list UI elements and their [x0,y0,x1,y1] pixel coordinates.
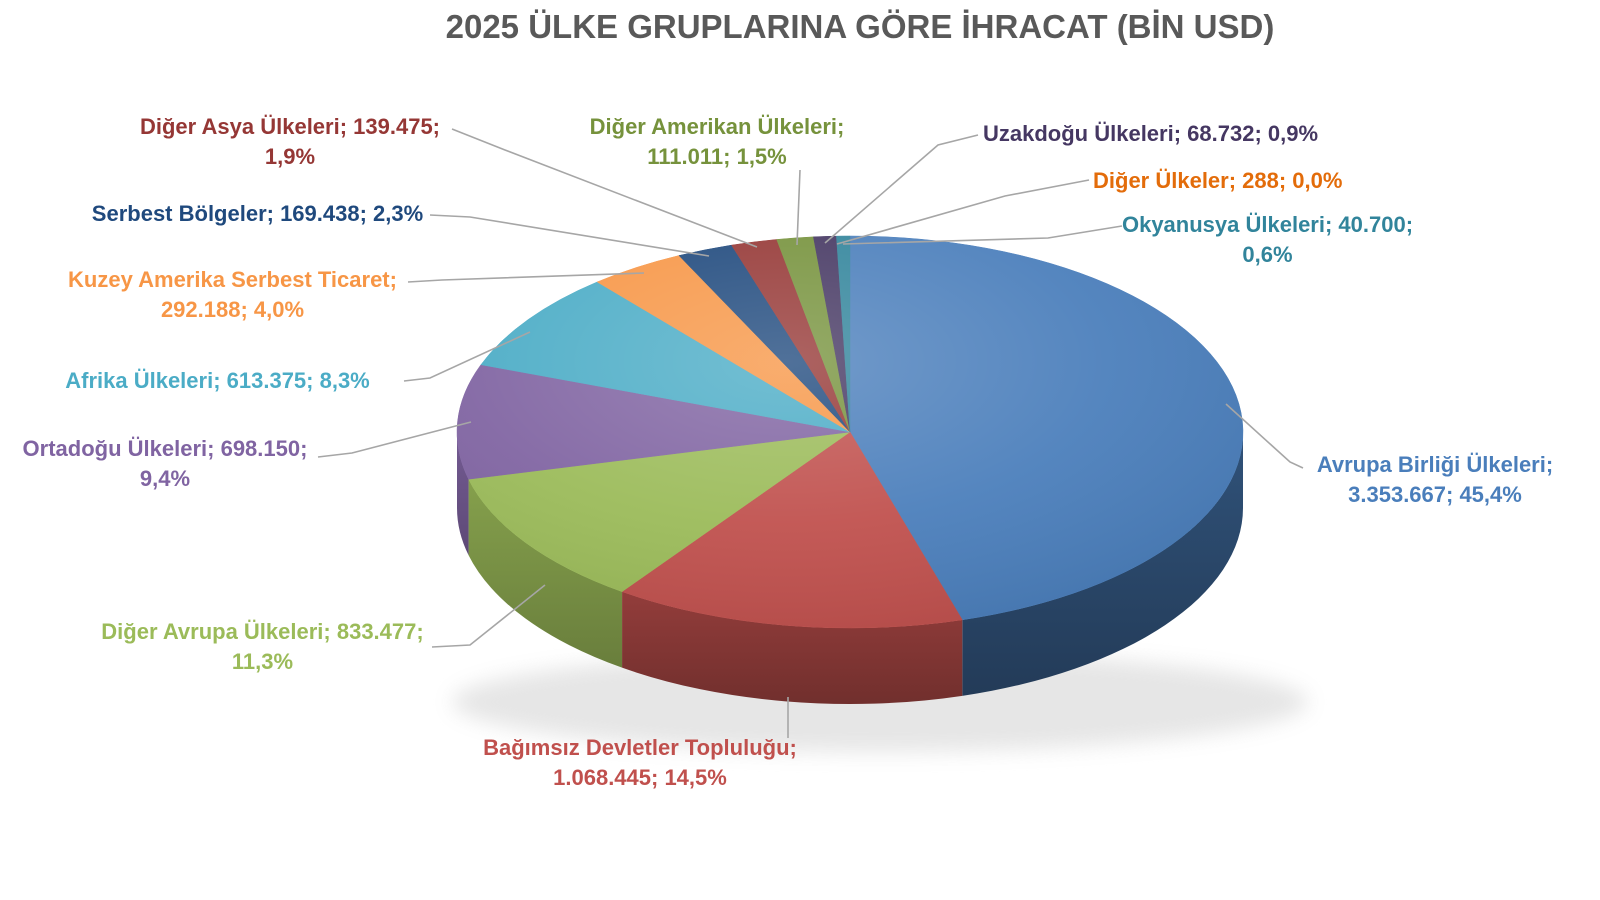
leader-line-diger-asya [451,128,758,248]
slice-label-okyanusya-line1: Okyanusya Ülkeleri; 40.700; [1121,212,1414,237]
slice-label-kuzey-amerika: Kuzey Amerika Serbest Ticaret; 292.188; … [60,265,405,325]
slice-label-diger-avrupa: Diğer Avrupa Ülkeleri; 833.477; 11,3% [90,617,435,677]
slice-label-diger-amerikan-line2: 111.011; 1,5% [647,144,787,169]
leader-line-afrika [403,331,531,382]
leader-line-ortadogu [317,421,472,458]
slice-label-kuzey-amerika-line1: Kuzey Amerika Serbest Ticaret; [68,267,397,292]
leader-line-diger-ulkeler [836,179,1090,245]
leader-line-okyanusya [842,225,1123,245]
pie-slice-avrupa-birligi-side [962,432,1243,696]
slice-label-okyanusya: Okyanusya Ülkeleri; 40.700; 0,6% [1095,210,1440,270]
slice-label-bagimsiz-devletler-line2: 1.068.445; 14,5% [553,765,727,790]
slice-label-avrupa-birligi-line1: Avrupa Birliği Ülkeleri; [1316,452,1554,477]
slice-label-avrupa-birligi-line2: 3.353.667; 45,4% [1348,482,1522,507]
leader-line-kuzey-amerika [407,272,645,283]
slice-label-diger-asya-line1: Diğer Asya Ülkeleri; 139.475; [139,114,441,139]
slice-label-uzakdogu: Uzakdoğu Ülkeleri; 68.732; 0,9% [983,119,1403,149]
slice-label-ortadogu-line2: 9,4% [139,466,191,491]
slice-label-diger-amerikan-line1: Diğer Amerikan Ülkeleri; [589,114,845,139]
leader-line-diger-avrupa [431,584,546,648]
slice-label-serbest-bolgeler-line1: Serbest Bölgeler; 169.438; 2,3% [91,201,424,226]
leader-line-avrupa-birligi [1225,403,1304,469]
slice-label-ortadogu: Ortadoğu Ülkeleri; 698.150; 9,4% [5,434,325,494]
slice-label-bagimsiz-devletler: Bağımsız Devletler Topluluğu; 1.068.445;… [470,733,810,793]
slice-label-avrupa-birligi: Avrupa Birliği Ülkeleri; 3.353.667; 45,4… [1270,450,1600,510]
slice-label-diger-avrupa-line1: Diğer Avrupa Ülkeleri; 833.477; [101,619,424,644]
leader-line-uzakdogu [824,134,979,244]
chart-title: 2025 ÜLKE GRUPLARINA GÖRE İHRACAT (BİN U… [445,8,1275,45]
slice-label-kuzey-amerika-line2: 292.188; 4,0% [160,297,305,322]
slice-label-afrika: Afrika Ülkeleri; 613.375; 8,3% [30,366,405,396]
slice-label-okyanusya-line2: 0,6% [1242,242,1293,267]
slice-label-bagimsiz-devletler-line1: Bağımsız Devletler Topluluğu; [483,735,797,760]
slice-label-ortadogu-line1: Ortadoğu Ülkeleri; 698.150; [22,436,308,461]
slice-label-uzakdogu-line1: Uzakdoğu Ülkeleri; 68.732; 0,9% [983,121,1319,146]
slice-label-diger-avrupa-line2: 11,3% [231,649,294,674]
slice-label-diger-asya: Diğer Asya Ülkeleri; 139.475; 1,9% [120,112,460,172]
slice-label-diger-ulkeler-line1: Diğer Ülkeler; 288; 0,0% [1093,168,1343,193]
leader-line-serbest-bolgeler [429,214,710,257]
slice-label-diger-ulkeler: Diğer Ülkeler; 288; 0,0% [1093,166,1433,196]
slice-label-diger-amerikan: Diğer Amerikan Ülkeleri; 111.011; 1,5% [547,112,887,172]
slice-label-diger-asya-line2: 1,9% [264,144,316,169]
slice-label-serbest-bolgeler: Serbest Bölgeler; 169.438; 2,3% [85,199,430,229]
leader-line-diger-amerikan [796,169,801,246]
slice-label-afrika-line1: Afrika Ülkeleri; 613.375; 8,3% [65,368,370,393]
